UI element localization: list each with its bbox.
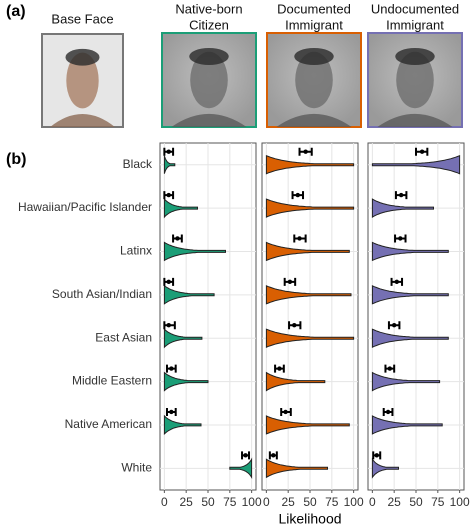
x-tick-label: 75 bbox=[431, 495, 445, 509]
mean-point bbox=[292, 322, 297, 328]
violin bbox=[229, 457, 253, 480]
violin bbox=[265, 241, 350, 262]
violin bbox=[371, 457, 399, 479]
mean-point bbox=[166, 322, 171, 328]
face-label: Citizen bbox=[189, 17, 229, 32]
mean-point bbox=[243, 453, 248, 458]
violin bbox=[163, 197, 198, 219]
mean-point bbox=[166, 149, 171, 154]
violin bbox=[163, 284, 215, 305]
face-shoulders bbox=[50, 113, 115, 127]
x-tick-label: 100 bbox=[344, 495, 364, 509]
violin bbox=[163, 414, 202, 436]
face-hair bbox=[65, 48, 100, 66]
violin bbox=[265, 154, 355, 175]
mean-point bbox=[385, 409, 391, 415]
x-tick-label: 25 bbox=[180, 495, 194, 509]
x-tick-label: 50 bbox=[409, 495, 423, 509]
violin bbox=[371, 371, 441, 392]
y-tick-label: East Asian bbox=[95, 330, 152, 344]
face-shoulders bbox=[377, 113, 453, 127]
x-tick-label: 0 bbox=[161, 495, 168, 509]
violin bbox=[371, 241, 449, 262]
face-shape bbox=[295, 51, 333, 109]
x-tick-label: 50 bbox=[201, 495, 215, 509]
mean-point bbox=[169, 366, 174, 371]
mean-point bbox=[295, 192, 300, 198]
face-label: Immigrant bbox=[386, 17, 444, 32]
y-tick-label: Hawaiian/Pacific Islander bbox=[18, 200, 152, 214]
mean-point bbox=[297, 236, 302, 241]
violin bbox=[371, 415, 443, 435]
mean-point bbox=[387, 366, 393, 371]
mean-point bbox=[166, 279, 171, 285]
mean-point bbox=[391, 322, 397, 328]
x-tick-label: 25 bbox=[388, 495, 402, 509]
y-tick-label: Latinx bbox=[120, 244, 152, 258]
violin bbox=[265, 198, 355, 218]
mean-point bbox=[283, 409, 288, 415]
violin bbox=[265, 328, 355, 348]
violin bbox=[163, 328, 203, 349]
y-tick-label: Native American bbox=[65, 417, 152, 431]
violin bbox=[265, 415, 350, 435]
y-tick-label: Middle Eastern bbox=[72, 374, 152, 388]
x-tick-label: 25 bbox=[282, 495, 296, 509]
mean-point bbox=[374, 453, 379, 458]
violin bbox=[163, 155, 176, 174]
mean-point bbox=[271, 453, 276, 458]
violin bbox=[265, 458, 328, 479]
face-shoulders bbox=[171, 113, 247, 127]
face-shape bbox=[396, 51, 434, 109]
mean-point bbox=[175, 236, 180, 241]
mean-point bbox=[169, 409, 174, 415]
violin bbox=[371, 198, 434, 218]
mean-point bbox=[419, 149, 425, 154]
face-label: Immigrant bbox=[285, 17, 343, 32]
violin bbox=[265, 371, 326, 392]
y-tick-label: Black bbox=[123, 157, 153, 171]
violin bbox=[265, 285, 352, 305]
mean-point bbox=[394, 279, 399, 285]
face-label: Native-born bbox=[175, 1, 242, 16]
mean-point bbox=[398, 236, 403, 241]
face-label: Base Face bbox=[51, 11, 113, 26]
violin bbox=[163, 241, 226, 262]
mean-point bbox=[303, 149, 308, 154]
face-shape bbox=[66, 52, 99, 109]
face-hair bbox=[395, 48, 435, 65]
face-hair bbox=[294, 48, 334, 65]
x-tick-label: 100 bbox=[242, 495, 262, 509]
x-tick-label: 0 bbox=[263, 495, 270, 509]
face-shoulders bbox=[276, 113, 352, 127]
x-tick-label: 100 bbox=[450, 495, 470, 509]
face-label: Documented bbox=[277, 1, 351, 16]
face-label: Undocumented bbox=[371, 1, 459, 16]
mean-point bbox=[277, 366, 282, 371]
y-tick-label: White bbox=[121, 460, 152, 474]
x-tick-label: 50 bbox=[303, 495, 317, 509]
violin bbox=[371, 328, 449, 348]
x-tick-label: 75 bbox=[325, 495, 339, 509]
mean-point bbox=[398, 192, 404, 198]
panel-label: (a) bbox=[6, 3, 26, 20]
x-tick-label: 0 bbox=[369, 495, 376, 509]
face-hair bbox=[189, 48, 229, 65]
y-tick-label: South Asian/Indian bbox=[52, 287, 152, 301]
violin bbox=[371, 154, 461, 175]
x-tick-label: 75 bbox=[223, 495, 237, 509]
x-axis-label: Likelihood bbox=[278, 511, 341, 527]
face-shape bbox=[190, 51, 228, 109]
mean-point bbox=[287, 279, 293, 285]
violin bbox=[163, 371, 209, 392]
violin bbox=[371, 285, 449, 305]
panel-label: (b) bbox=[6, 151, 26, 168]
mean-point bbox=[166, 192, 171, 198]
